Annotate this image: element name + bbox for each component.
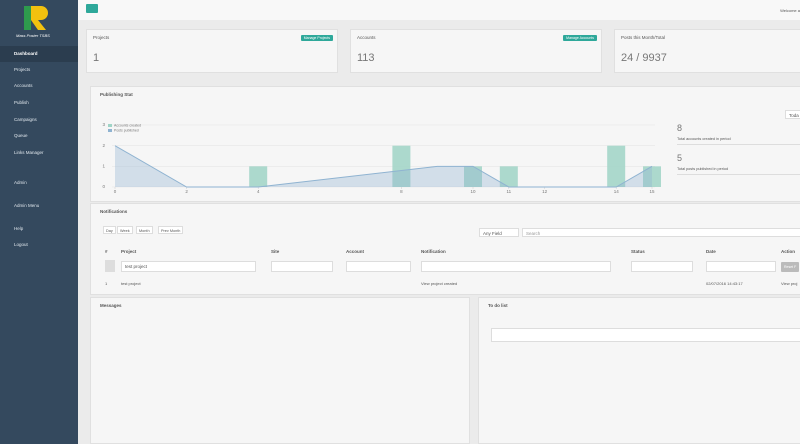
card: Projects Manage Projects 1 bbox=[86, 29, 338, 73]
legend-swatch bbox=[108, 129, 112, 132]
bar bbox=[392, 145, 411, 187]
filter-box bbox=[105, 260, 115, 272]
menu-item[interactable]: Projects bbox=[14, 67, 31, 72]
x-tick-label: 0 bbox=[114, 189, 117, 194]
cell: 1 bbox=[105, 281, 108, 286]
project-filter[interactable]: test project bbox=[121, 261, 256, 272]
x-tick-label: 4 bbox=[257, 189, 260, 194]
x-tick-label: 8 bbox=[400, 189, 403, 194]
x-tick-label: 2 bbox=[185, 189, 188, 194]
bar bbox=[499, 166, 518, 187]
cell: 02/07/2016 14:43:17 bbox=[706, 281, 743, 286]
column-header: Notification bbox=[421, 249, 446, 254]
menu-item[interactable]: Publish bbox=[14, 100, 29, 105]
panel-title: Messages bbox=[100, 303, 122, 308]
cell: View project created bbox=[421, 281, 458, 286]
notifications-panel: Notifications Day Week Month Prev Month Any… bbox=[90, 203, 800, 295]
reset-button[interactable]: Reset F bbox=[781, 262, 800, 272]
cell: test project bbox=[121, 281, 141, 286]
filter-input[interactable] bbox=[421, 261, 611, 272]
card-title: Accounts bbox=[357, 35, 376, 40]
menu-item[interactable]: Help bbox=[14, 226, 24, 231]
legend-label: Accounts created bbox=[114, 123, 141, 127]
x-tick-label: 10 bbox=[470, 189, 476, 194]
bar bbox=[249, 166, 268, 187]
summary-bar bbox=[677, 144, 800, 145]
cell: View proj bbox=[781, 281, 798, 286]
column-header: Status bbox=[631, 249, 645, 254]
legend-swatch bbox=[108, 124, 112, 127]
area bbox=[115, 145, 652, 187]
x-tick-label: 12 bbox=[542, 189, 548, 194]
logo bbox=[24, 6, 48, 30]
menu-item[interactable]: Accounts bbox=[14, 83, 33, 88]
panel-title: Notifications bbox=[100, 209, 128, 214]
column-header: Project bbox=[121, 249, 137, 254]
summary-value: 5 bbox=[677, 153, 683, 163]
menu-item[interactable]: Links Manager bbox=[14, 150, 44, 155]
range-button[interactable]: Day bbox=[103, 226, 116, 234]
bar bbox=[643, 166, 661, 187]
welcome: Welcome a bbox=[780, 8, 800, 13]
menu-item[interactable]: Logout bbox=[14, 242, 28, 247]
stat-panel: Publishing Stat Toda 8 Total accounts cre… bbox=[90, 86, 800, 202]
messages-panel: Messages bbox=[90, 297, 470, 444]
menu-item[interactable]: Admin bbox=[14, 180, 27, 185]
column-header: Date bbox=[706, 249, 716, 254]
todo-panel: To do list bbox=[478, 297, 800, 444]
card-value: 24 / 9937 bbox=[621, 52, 667, 64]
y-tick-label: 3 bbox=[102, 122, 105, 127]
y-tick-label: 2 bbox=[102, 143, 105, 148]
menu-item[interactable]: Admin Menu bbox=[14, 203, 40, 208]
column-header: # bbox=[105, 249, 108, 254]
panel-title: To do list bbox=[488, 303, 508, 308]
menu-item[interactable]: Campaigns bbox=[14, 117, 37, 122]
filter-input[interactable] bbox=[631, 261, 693, 272]
card-value: 113 bbox=[357, 52, 375, 64]
range-button[interactable]: Week bbox=[117, 226, 133, 234]
y-tick-label: 0 bbox=[102, 184, 105, 189]
period-select[interactable]: Toda bbox=[785, 110, 800, 119]
line bbox=[114, 145, 653, 188]
summary-label: Total accounts created in period bbox=[677, 137, 731, 141]
column-header: Action bbox=[781, 249, 795, 254]
column-header: Site bbox=[271, 249, 280, 254]
range-button[interactable]: Month bbox=[136, 226, 153, 234]
filter-input[interactable] bbox=[346, 261, 411, 272]
summary-label: Total posts published in period bbox=[677, 167, 729, 171]
filter-input[interactable] bbox=[271, 261, 333, 272]
x-tick-label: 14 bbox=[614, 189, 620, 194]
summary-bar bbox=[677, 174, 800, 175]
card-button[interactable]: Manage Accounts bbox=[563, 35, 597, 41]
card-title: Projects bbox=[93, 35, 110, 40]
column-header: Account bbox=[346, 249, 364, 254]
menu-item[interactable]: Queue bbox=[14, 133, 28, 138]
brand: Mass Poster TSBS bbox=[16, 33, 50, 38]
card-value: 1 bbox=[93, 52, 100, 64]
summary-value: 8 bbox=[677, 123, 683, 133]
topbar: Welcome a bbox=[78, 0, 800, 20]
legend-label: Posts published bbox=[114, 128, 139, 132]
y-tick-label: 1 bbox=[102, 164, 105, 169]
bar bbox=[607, 145, 626, 187]
bar bbox=[464, 166, 482, 187]
card: Posts this Month/Total 24 / 9937 bbox=[614, 29, 800, 73]
todo-input[interactable] bbox=[491, 328, 800, 342]
card-title: Posts this Month/Total bbox=[621, 35, 666, 40]
menu-toggle[interactable] bbox=[86, 4, 98, 13]
card-button[interactable]: Manage Projects bbox=[300, 35, 333, 41]
field-select[interactable]: Any Field bbox=[479, 228, 519, 237]
range-button[interactable]: Prev Month bbox=[158, 226, 184, 234]
panel-title: Publishing Stat bbox=[100, 92, 133, 97]
card: Accounts Manage Accounts 113 bbox=[350, 29, 602, 73]
x-tick-label: 15 bbox=[649, 189, 655, 194]
search-input[interactable]: Search bbox=[522, 228, 800, 237]
sidebar: Mass Poster TSBS Dashboard Projects Accoun… bbox=[0, 0, 78, 444]
menu-item[interactable]: Dashboard bbox=[0, 46, 78, 62]
filter-input[interactable] bbox=[706, 261, 776, 272]
x-tick-label: 11 bbox=[506, 189, 511, 194]
